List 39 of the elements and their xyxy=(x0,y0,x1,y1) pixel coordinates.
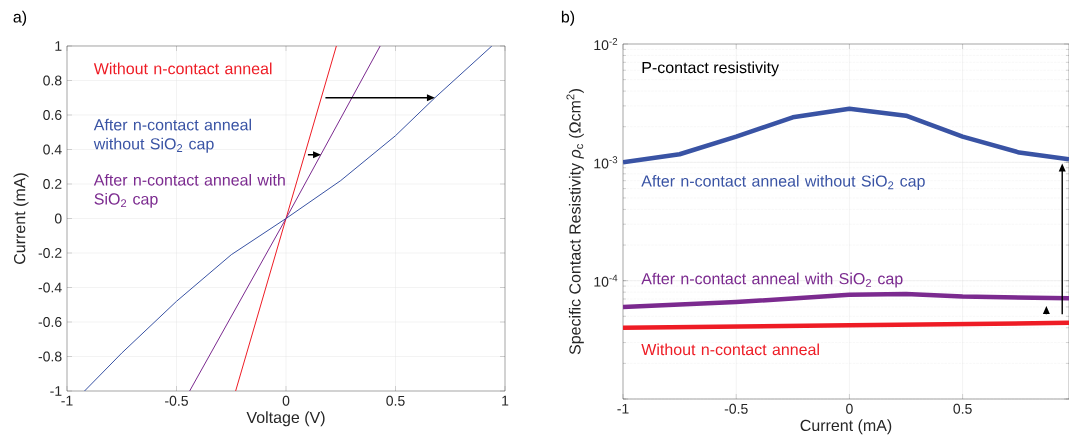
y-axis-title: Specific Contact Resistivity ρ$_{c}$ (Ωcm$^{2}$) xyxy=(566,89,584,355)
line-series xyxy=(623,106,1069,165)
y-tick-label: -0.2 xyxy=(38,248,62,258)
series-label: After n-contact anneal with SiO$_{2}$ cap xyxy=(641,272,903,288)
y-tick-label: 10$^{-2}$ xyxy=(594,37,618,51)
y-tick-label: 1 xyxy=(55,41,62,51)
y-axis-title: Current (mA) xyxy=(13,173,29,264)
y-tick-label: 0.2 xyxy=(43,179,62,189)
y-tick-label: -1 xyxy=(50,386,62,396)
x-tick-label: -1 xyxy=(61,395,73,406)
chart-title: b) xyxy=(561,10,575,26)
x-axis-title: Voltage (V) xyxy=(246,411,325,427)
x-tick-label: 0 xyxy=(846,403,853,414)
series-label: Without n-contact anneal xyxy=(641,343,819,356)
y-tick-label: -0.6 xyxy=(38,317,62,327)
y-tick-label: 0.6 xyxy=(43,110,62,120)
series-label: After n-contact anneal without SiO$_{2}$ cap xyxy=(641,175,925,190)
x-tick-label: 0.5 xyxy=(386,395,405,406)
line-series xyxy=(84,46,493,391)
y-tick-label: 0.4 xyxy=(43,144,62,155)
x-tick-label: -1 xyxy=(617,403,629,414)
y-tick-label: -0.8 xyxy=(38,351,62,362)
y-tick-label: 10$^{-3}$ xyxy=(594,156,618,169)
text: P-contact resistivity xyxy=(642,61,780,77)
x-axis-title: Current (mA) xyxy=(800,419,892,435)
y-tick-label: 10$^{-4}$ xyxy=(594,274,618,287)
x-tick-label: -0.5 xyxy=(724,403,748,414)
x-tick-label: 0 xyxy=(282,395,290,406)
line-series xyxy=(623,291,1069,310)
chart-title: a) xyxy=(13,10,27,26)
y-tick-label: 0 xyxy=(54,213,62,224)
x-tick-label: 1 xyxy=(502,395,509,406)
text: Without n-contact anneal xyxy=(93,62,272,75)
series-label: After n-contact anneal with SiO$_{2}$ cap xyxy=(93,173,285,208)
x-tick-label: 0.5 xyxy=(953,403,972,414)
y-tick-label: -0.4 xyxy=(38,282,62,293)
x-tick-label: -0.5 xyxy=(165,395,188,406)
text: After n-contact anneal without SiO$_{2}$ cap xyxy=(93,118,251,153)
y-tick-label: 0.8 xyxy=(43,75,62,86)
